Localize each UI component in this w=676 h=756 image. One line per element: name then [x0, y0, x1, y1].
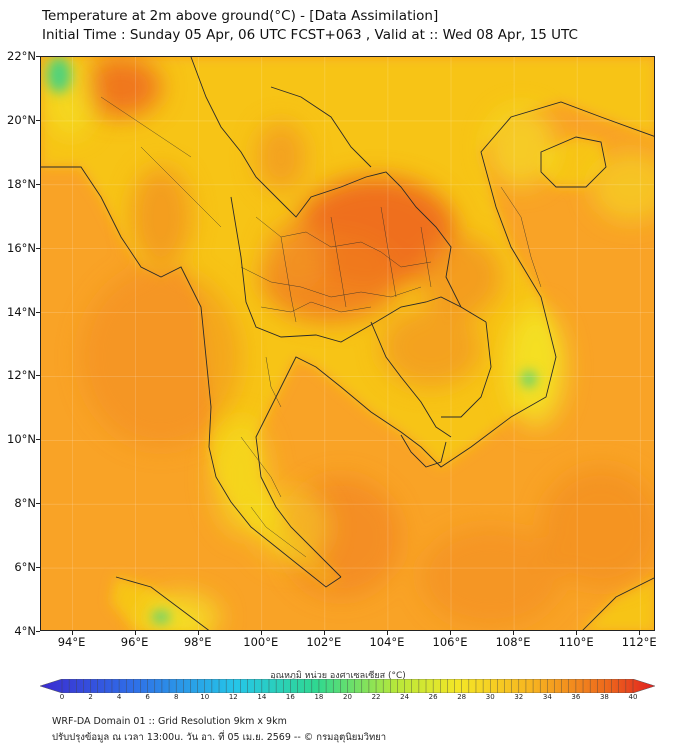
lat-tick-label: 20°N — [7, 112, 36, 127]
graticule — [41, 57, 654, 630]
lat-tick-label: 6°N — [14, 560, 36, 575]
lat-tick-mark — [36, 311, 40, 313]
lat-tick-mark — [36, 567, 40, 569]
lon-tick-mark — [386, 631, 388, 635]
lat-tick-label: 18°N — [7, 176, 36, 191]
cold-spots — [47, 57, 536, 623]
lon-tick-label: 98°E — [183, 635, 212, 649]
lat-tick-label: 22°N — [7, 49, 36, 63]
lat-tick-mark — [36, 439, 40, 441]
colorbar — [40, 679, 655, 693]
colorbar-tick-label: 30 — [485, 693, 495, 701]
borders — [41, 57, 654, 630]
colorbar-tick-label: 6 — [145, 693, 150, 701]
lat-tick-mark — [36, 56, 40, 57]
lon-tick-label: 96°E — [120, 635, 149, 649]
colorbar-tick-label: 18 — [314, 693, 324, 701]
chart-subtitle: Initial Time : Sunday 05 Apr, 06 UTC FCS… — [42, 27, 578, 43]
lat-tick-mark — [36, 119, 40, 121]
colorbar-tick-label: 2 — [88, 693, 93, 701]
colorbar-tick-label: 4 — [116, 693, 122, 701]
lat-tick-mark — [36, 247, 40, 249]
lat-tick-label: 10°N — [7, 432, 36, 447]
lat-tick-mark — [36, 503, 40, 505]
colorbar-tick-label: 14 — [257, 693, 267, 701]
colorbar-tick-label: 12 — [228, 693, 238, 701]
lat-tick-mark — [36, 183, 40, 185]
colorbar-tick-label: 22 — [371, 693, 381, 701]
lon-tick-label: 112°E — [621, 635, 657, 649]
lon-tick-mark — [134, 631, 136, 635]
lon-tick-label: 110°E — [558, 635, 594, 649]
lon-tick-label: 106°E — [432, 635, 468, 649]
colorbar-tick-label: 40 — [628, 693, 638, 701]
lat-tick-mark — [36, 375, 40, 377]
colorbar-tick-label: 32 — [514, 693, 524, 701]
lon-tick-label: 104°E — [369, 635, 405, 649]
colorbar-tick-label: 20 — [343, 693, 352, 701]
lat-tick-label: 4°N — [14, 624, 36, 638]
lon-tick-label: 94°E — [57, 635, 86, 649]
colorbar-tick-label: 10 — [200, 693, 210, 701]
colorbar-tick-label: 34 — [542, 693, 552, 701]
temperature-map[interactable] — [40, 56, 655, 631]
colorbar-tick-label: 26 — [428, 693, 438, 701]
lat-tick-label: 12°N — [7, 368, 36, 383]
colorbar-tick-label: 24 — [400, 693, 410, 701]
lon-tick-mark — [450, 631, 451, 635]
colorbar-tick-label: 38 — [599, 693, 609, 701]
lon-tick-mark — [639, 631, 641, 635]
colorbar-tick-label: 8 — [173, 693, 179, 701]
lat-tick-label: 14°N — [7, 304, 36, 319]
lon-tick-mark — [576, 631, 578, 635]
lon-tick-mark — [260, 631, 262, 635]
lon-tick-mark — [71, 631, 73, 635]
colorbar-tick-label: 36 — [571, 693, 581, 701]
lat-tick-label: 16°N — [7, 240, 36, 255]
lon-tick-label: 100°E — [243, 635, 279, 649]
footer-domain-info: WRF-DA Domain 01 :: Grid Resolution 9km … — [52, 716, 287, 727]
lat-tick-label: 8°N — [14, 496, 36, 511]
lon-tick-label: 108°E — [495, 635, 531, 649]
colorbar-title: อุณหภูมิ หน่วย องศาเซลเซียส (°C) — [270, 671, 406, 681]
colorbar-tick-label: 0 — [59, 693, 65, 701]
footer-update-info: ปรับปรุงข้อมูล ณ เวลา 13:00u. วัน อา. ที… — [52, 732, 387, 743]
lon-tick-mark — [197, 631, 199, 635]
colorbar-tick-label: 28 — [457, 693, 467, 701]
lon-tick-mark — [513, 631, 515, 635]
colorbar-tick-label: 16 — [285, 693, 295, 701]
chart-title: Temperature at 2m above ground(°C) - [Da… — [42, 8, 439, 24]
lat-tick-mark — [36, 631, 40, 632]
lon-tick-mark — [323, 631, 325, 635]
lon-tick-label: 102°E — [306, 635, 342, 649]
province-borders — [100, 96, 542, 558]
